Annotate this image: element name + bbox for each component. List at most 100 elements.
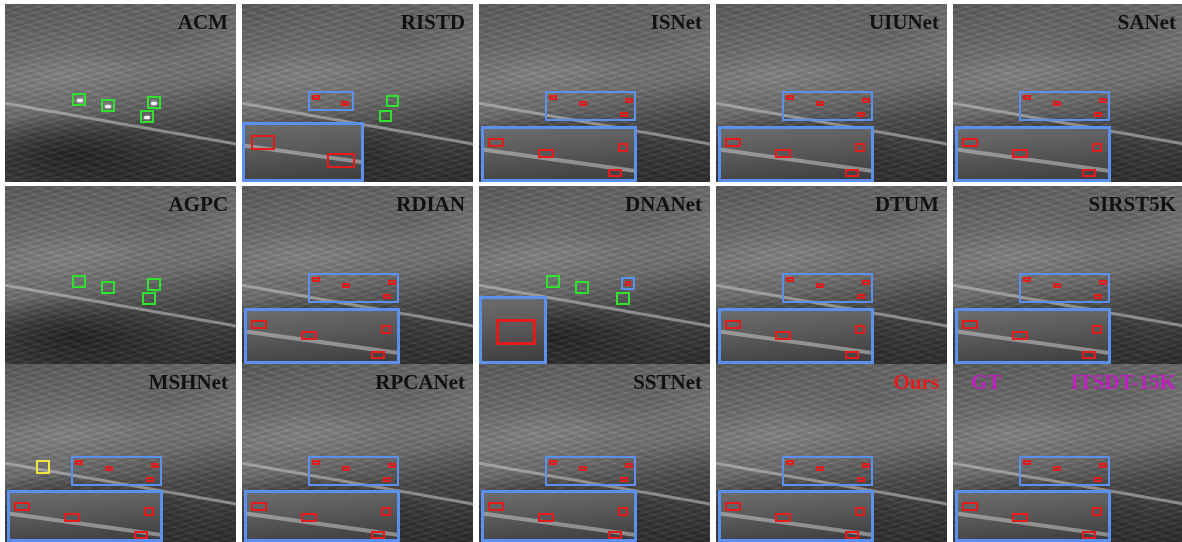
detection-box [147, 278, 161, 291]
zoom-inset [242, 122, 364, 182]
panel-isnet: ISNet [479, 4, 710, 182]
target-box [383, 294, 391, 299]
target-box-zoomed [64, 513, 80, 522]
target-box-zoomed [618, 507, 628, 516]
zoom-region-box [1019, 456, 1110, 486]
target-box-zoomed [608, 169, 622, 177]
zoom-inset [955, 308, 1111, 364]
target-box [105, 466, 113, 471]
target-box-zoomed [488, 502, 504, 511]
target-box-zoomed [1012, 513, 1028, 522]
target-box [862, 98, 870, 103]
target-box-zoomed [725, 320, 741, 329]
target-box [151, 463, 159, 468]
zoom-inset [481, 490, 637, 542]
target-box [816, 101, 824, 106]
detection-box [101, 99, 115, 112]
zoom-region-box [545, 91, 636, 121]
target-box-zoomed [775, 513, 791, 522]
zoom-inset [244, 490, 400, 542]
method-label: MSHNet [148, 370, 228, 394]
panel-dnanet: DNANet [479, 186, 710, 364]
target-box [625, 463, 633, 468]
target-box [312, 277, 320, 282]
target-box-zoomed [855, 143, 865, 152]
method-label: SIRST5K [1088, 192, 1176, 216]
target-box-zoomed [1082, 169, 1096, 177]
zoom-region-box [782, 456, 873, 486]
method-label: DTUM [874, 192, 939, 216]
target-box-zoomed [618, 143, 628, 152]
target-box-zoomed [251, 135, 275, 150]
target-box [1023, 460, 1031, 465]
target-box-zoomed [538, 513, 554, 522]
detection-box [575, 281, 589, 294]
target-box [625, 281, 631, 286]
zoom-region-box [308, 273, 399, 303]
target-box-zoomed [488, 138, 504, 147]
target-box [620, 477, 628, 482]
zoom-region-box [308, 91, 354, 111]
zoom-region-box [308, 456, 399, 486]
target-box [388, 463, 396, 468]
zoom-inset [244, 308, 400, 364]
target [144, 116, 150, 119]
target-box [312, 460, 320, 465]
method-label: SSTNet [633, 370, 702, 394]
target-box [1099, 280, 1107, 285]
target-box-zoomed [775, 331, 791, 340]
detection-box [72, 275, 86, 288]
target-box-zoomed [14, 502, 30, 511]
zoom-region-box [782, 91, 873, 121]
target-box-zoomed [845, 169, 859, 177]
panel-sanet: SANet [953, 4, 1182, 182]
target-box-zoomed [371, 531, 385, 539]
zoom-region-box [782, 273, 873, 303]
method-label: DNANet [625, 192, 702, 216]
target-box [857, 294, 865, 299]
target-box-zoomed [1092, 325, 1102, 334]
zoom-inset [718, 490, 874, 542]
zoom-inset [718, 308, 874, 364]
panel-rdian: RDIAN [242, 186, 473, 364]
target-box [816, 466, 824, 471]
target-box-zoomed [301, 331, 317, 340]
target-box [1094, 112, 1102, 117]
panel-ristd: RISTD [242, 4, 473, 182]
zoom-region-box [71, 456, 162, 486]
target-box [1094, 477, 1102, 482]
panel-mshnet: MSHNet [5, 364, 236, 542]
target-box [620, 112, 628, 117]
target-box-zoomed [1012, 331, 1028, 340]
method-label: RDIAN [396, 192, 465, 216]
target-box-zoomed [608, 531, 622, 539]
zoom-region-box [621, 277, 635, 290]
zoom-inset [479, 296, 547, 364]
target-box-zoomed [496, 319, 536, 345]
zoom-inset [955, 490, 1111, 542]
target-box [1099, 98, 1107, 103]
detection-box [546, 275, 560, 288]
method-label: RPCANet [375, 370, 465, 394]
target-box [1023, 95, 1031, 100]
panel-gt: GT ITSDT-15K [953, 364, 1182, 542]
target-box [625, 98, 633, 103]
target-box-zoomed [327, 153, 355, 168]
panel-dtum: DTUM [716, 186, 947, 364]
target-box [383, 477, 391, 482]
target-box [312, 95, 320, 100]
false-alarm-box [36, 460, 50, 474]
target-box [786, 95, 794, 100]
detection-box [101, 281, 115, 294]
detection-box [616, 292, 630, 305]
target-box-zoomed [538, 149, 554, 158]
target-box [1053, 101, 1061, 106]
zoom-inset [955, 126, 1111, 182]
dataset-label: ITSDT-15K [1070, 370, 1176, 394]
target-box [1023, 277, 1031, 282]
target-box [549, 95, 557, 100]
gt-label: GT [971, 370, 1002, 394]
method-label: ACM [177, 10, 228, 34]
target-box-zoomed [371, 351, 385, 359]
target-box [579, 101, 587, 106]
